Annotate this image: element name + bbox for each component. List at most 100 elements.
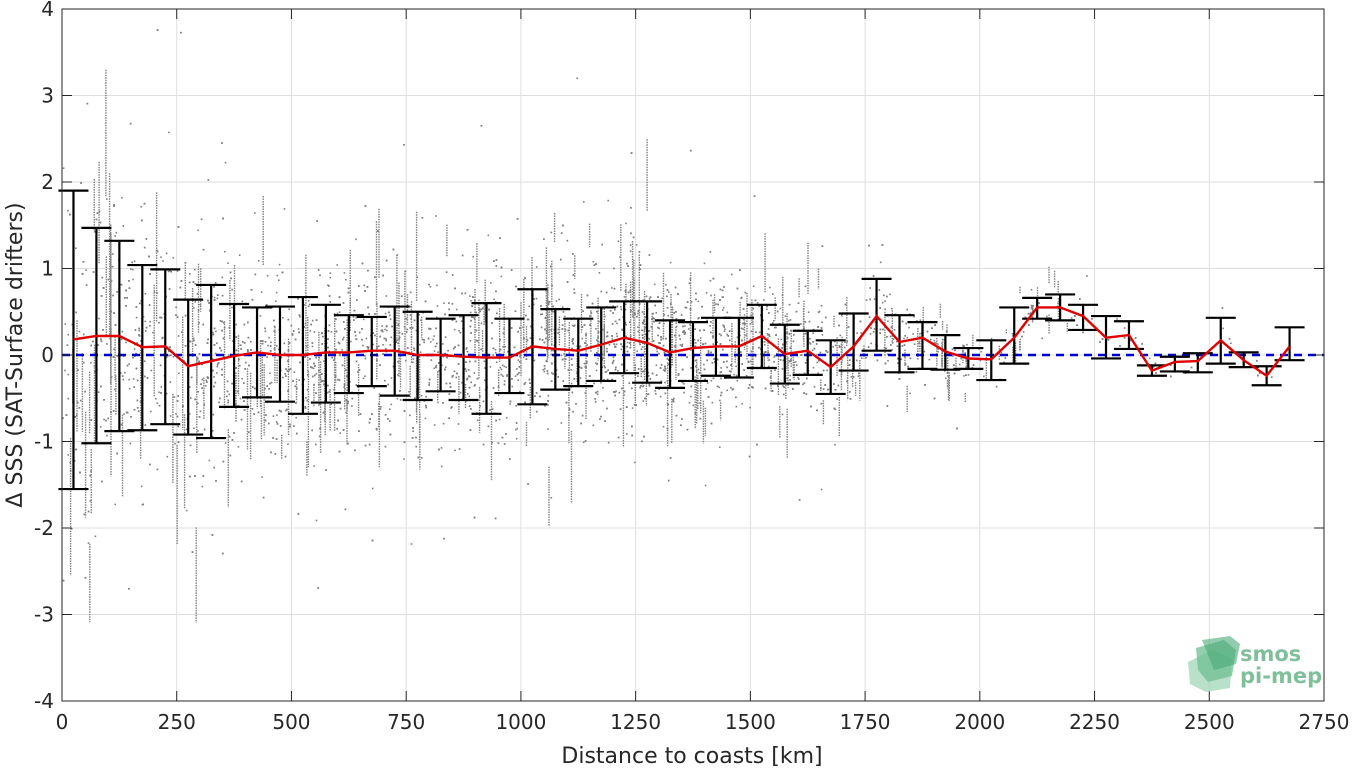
data-point: [386, 329, 388, 332]
data-point: [735, 405, 738, 408]
data-point: [172, 355, 175, 358]
data-point: [913, 315, 915, 318]
data-point: [796, 364, 798, 366]
data-point: [219, 397, 221, 400]
data-point: [644, 333, 647, 336]
data-point: [169, 415, 172, 417]
data-point: [252, 386, 254, 388]
data-point: [872, 275, 875, 277]
y-tick-label: 3: [41, 84, 54, 108]
data-point: [683, 333, 686, 335]
data-point: [617, 370, 619, 372]
data-point: [544, 328, 546, 331]
data-point: [1119, 345, 1121, 347]
data-point: [361, 328, 363, 330]
y-tick-label: -1: [34, 430, 54, 454]
data-point: [905, 322, 907, 325]
data-point: [576, 77, 578, 80]
data-point: [444, 368, 446, 371]
data-point: [639, 268, 641, 270]
data-point: [690, 367, 692, 369]
data-point: [602, 386, 604, 389]
data-point: [886, 295, 888, 298]
data-point: [580, 422, 582, 425]
data-point: [518, 372, 520, 374]
data-point: [979, 359, 982, 362]
data-point: [355, 360, 358, 363]
data-point: [612, 361, 614, 363]
data-point: [606, 378, 609, 381]
data-point: [502, 375, 504, 377]
data-point: [867, 346, 870, 348]
data-point: [400, 295, 403, 297]
data-point: [662, 344, 665, 347]
data-point: [722, 307, 725, 309]
data-point: [152, 331, 154, 334]
data-point: [363, 284, 365, 287]
data-point: [503, 443, 506, 445]
data-point: [580, 367, 583, 369]
data-point: [629, 342, 631, 344]
data-point: [683, 391, 685, 394]
data-point: [735, 396, 737, 399]
data-point: [1221, 307, 1224, 309]
data-point: [1012, 335, 1014, 337]
data-point: [547, 404, 549, 406]
data-point: [371, 487, 374, 490]
data-point: [230, 277, 232, 280]
x-axis-label: Distance to coasts [km]: [561, 744, 822, 768]
data-point: [719, 343, 722, 345]
data-point: [221, 320, 223, 323]
data-point: [381, 329, 384, 331]
data-point: [723, 330, 726, 332]
data-point: [455, 320, 458, 323]
data-point: [581, 326, 584, 328]
error-bar: [494, 317, 525, 395]
data-point: [1024, 316, 1027, 319]
data-point: [698, 372, 701, 374]
data-point: [802, 383, 804, 386]
data-point: [472, 296, 474, 298]
data-point: [699, 329, 701, 332]
data-point: [616, 305, 619, 308]
data-point: [262, 496, 265, 499]
data-point: [639, 264, 642, 266]
data-point: [403, 144, 405, 146]
data-point: [478, 308, 481, 311]
y-tick-label: -2: [34, 516, 54, 540]
data-point: [278, 263, 281, 266]
data-point: [782, 343, 784, 346]
data-point: [283, 342, 286, 345]
data-point: [429, 328, 432, 330]
data-point: [697, 339, 699, 342]
data-point: [67, 333, 69, 336]
data-point: [659, 367, 662, 369]
data-point: [143, 246, 146, 249]
data-point: [428, 382, 431, 384]
data-point: [784, 315, 787, 317]
data-point: [560, 422, 563, 424]
data-point: [608, 344, 611, 346]
data-point: [175, 314, 177, 316]
data-point: [635, 244, 638, 246]
data-point: [96, 212, 99, 214]
data-point: [666, 307, 669, 309]
data-point: [626, 433, 628, 435]
data-point: [664, 392, 667, 395]
data-point: [541, 313, 543, 315]
data-point: [785, 341, 787, 344]
data-point: [593, 264, 596, 266]
data-point: [159, 364, 162, 367]
data-point: [849, 359, 851, 361]
data-point: [177, 425, 179, 428]
data-point: [983, 375, 985, 378]
data-point: [192, 337, 195, 340]
data-point: [529, 337, 532, 339]
data-point: [596, 390, 599, 393]
data-point: [311, 319, 314, 322]
data-point: [267, 344, 269, 347]
data-point: [445, 366, 447, 369]
data-point: [98, 317, 100, 320]
data-point: [694, 412, 697, 415]
data-point: [213, 376, 215, 378]
